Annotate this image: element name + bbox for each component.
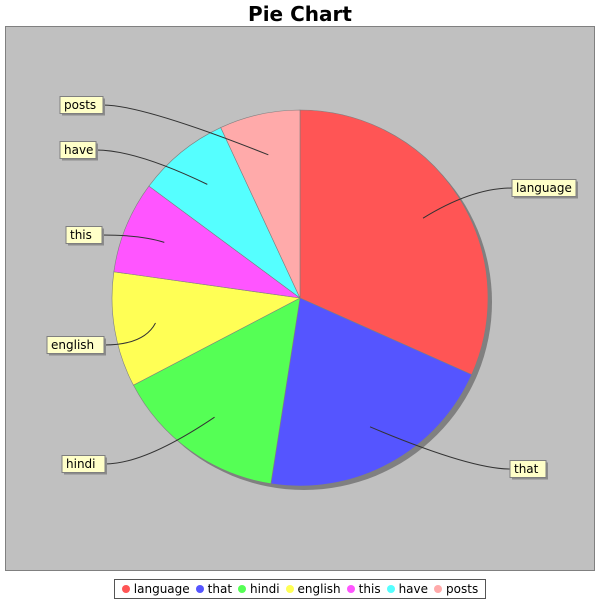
legend-item-have: have xyxy=(386,582,429,596)
legend-item-language: language xyxy=(121,582,190,596)
slice-label-text-english: english xyxy=(51,338,94,352)
leader-line-language xyxy=(422,187,513,219)
pie-slice-have xyxy=(148,127,301,299)
leader-line-that xyxy=(369,426,511,470)
legend-label: this xyxy=(358,582,381,596)
pie-slice-posts xyxy=(220,109,301,299)
legend-label: language xyxy=(133,582,190,596)
legend-box: language that hindi english this have posts xyxy=(113,579,487,599)
slice-label-this: this xyxy=(65,226,104,246)
pie-slice-that xyxy=(270,297,473,487)
legend-item-english: english xyxy=(285,582,341,596)
legend-item-posts: posts xyxy=(434,582,478,596)
leader-line-english xyxy=(103,322,156,346)
legend-dot-icon xyxy=(195,585,204,593)
slice-label-text-language: language xyxy=(516,181,572,195)
legend-label: that xyxy=(207,582,233,596)
leader-line-this xyxy=(101,234,165,243)
legend: language that hindi english this have posts xyxy=(0,578,600,599)
pie-slice-english xyxy=(111,271,301,386)
legend-label: posts xyxy=(446,582,479,596)
legend-label: english xyxy=(297,582,341,596)
legend-dot-icon xyxy=(434,585,443,593)
slice-label-english: english xyxy=(46,336,106,356)
pie-slice-hindi xyxy=(133,297,301,485)
slice-label-text-posts: posts xyxy=(64,98,96,112)
leader-line-hindi xyxy=(104,416,215,465)
slice-label-language: language xyxy=(511,179,578,199)
legend-dot-icon xyxy=(386,585,395,593)
slice-label-hindi: hindi xyxy=(61,455,107,475)
legend-label: have xyxy=(398,582,429,596)
slice-label-that: that xyxy=(509,460,548,480)
slice-label-text-that: that xyxy=(514,462,539,476)
slice-label-have: have xyxy=(59,141,98,161)
legend-item-that: that xyxy=(195,582,233,596)
slice-label-text-this: this xyxy=(70,228,92,242)
slice-label-text-hindi: hindi xyxy=(66,457,96,471)
legend-item-hindi: hindi xyxy=(238,582,280,596)
leader-line-posts xyxy=(102,104,269,156)
legend-dot-icon xyxy=(121,585,130,593)
slice-label-text-have: have xyxy=(64,143,93,157)
legend-label: hindi xyxy=(250,582,280,596)
pie-slice-language xyxy=(299,109,489,376)
pie-slice-this xyxy=(113,185,301,299)
chart-title: Pie Chart xyxy=(248,2,352,26)
legend-dot-icon xyxy=(238,585,247,593)
slice-label-posts: posts xyxy=(59,96,105,116)
legend-dot-icon xyxy=(285,585,294,593)
legend-item-this: this xyxy=(346,582,381,596)
leader-line-have xyxy=(95,149,208,185)
legend-dot-icon xyxy=(346,585,355,593)
